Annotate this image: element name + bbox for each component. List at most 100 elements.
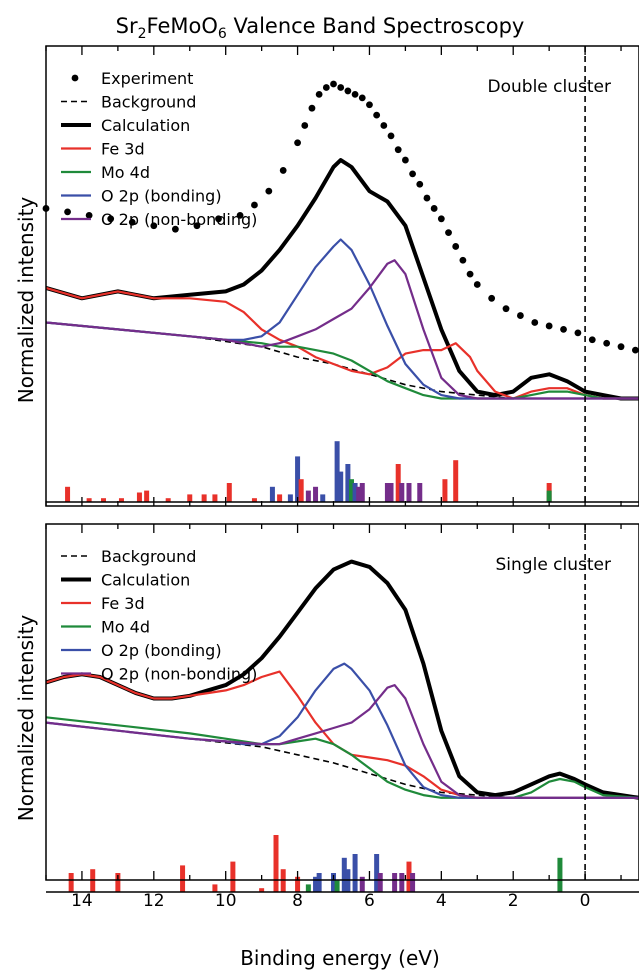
experiment-point xyxy=(128,218,136,226)
experiment-point xyxy=(488,294,496,302)
experiment-point xyxy=(452,243,460,250)
stick-fe3d xyxy=(65,486,71,502)
stick-o2p_bonding xyxy=(345,464,351,502)
figure-title: Sr2FeMoO6 Valence Band Spectroscopy xyxy=(116,14,525,42)
double-cluster-panel: Double cluster Experiment Background Calcul… xyxy=(42,45,639,507)
series-calculation-line xyxy=(45,158,639,401)
experiment-point xyxy=(617,343,625,351)
stick-mo4d xyxy=(305,884,311,892)
experiment-point xyxy=(459,256,467,264)
panel-annotation: Single cluster xyxy=(496,555,611,575)
stick-fe3d xyxy=(453,460,459,502)
experiment-point xyxy=(265,187,273,195)
stick-mo4d xyxy=(557,857,563,892)
stick-o2p_nonbonding xyxy=(410,873,416,892)
stick-fe3d xyxy=(395,464,401,502)
series-mo4d-line xyxy=(45,321,639,400)
experiment-point xyxy=(574,329,582,337)
legend-label-background: Background xyxy=(101,547,196,566)
stick-o2p_bonding xyxy=(316,873,322,892)
experiment-point xyxy=(171,225,179,233)
experiment-point xyxy=(301,122,309,129)
stick-o2p_bonding xyxy=(295,456,301,502)
stick-fe3d xyxy=(165,498,171,502)
stick-fe3d xyxy=(230,861,236,892)
experiment-point xyxy=(466,270,474,278)
experiment-point xyxy=(445,229,452,237)
x-tick-label: 2 xyxy=(508,891,519,911)
x-tick-label: 0 xyxy=(580,891,591,911)
experiment-point xyxy=(308,104,316,112)
legend-label-o2p_nonbonding: O 2p (non-bonding) xyxy=(101,665,257,684)
stick-o2p_bonding xyxy=(338,471,344,502)
stick-o2p_bonding xyxy=(320,494,326,502)
stick-o2p_nonbonding xyxy=(392,873,398,892)
experiment-point xyxy=(150,222,158,230)
experiment-point xyxy=(215,215,222,223)
stick-fe3d xyxy=(277,494,283,502)
stick-o2p_bonding xyxy=(269,486,275,502)
stick-mo4d xyxy=(334,880,340,892)
stick-fe3d xyxy=(136,492,142,502)
stick-fe3d xyxy=(442,479,448,502)
stick-o2p_nonbonding xyxy=(359,876,365,892)
legend-label-o2p_nonbonding: O 2p (non-bonding) xyxy=(101,210,257,229)
experiment-point xyxy=(423,194,431,202)
stick-o2p_bonding xyxy=(352,854,358,892)
experiment-point xyxy=(517,312,524,319)
experiment-point xyxy=(315,90,323,98)
experiment-point xyxy=(330,80,337,88)
stick-fe3d xyxy=(212,884,218,892)
experiment-point xyxy=(409,170,416,178)
stick-o2p_nonbonding xyxy=(399,873,405,892)
experiment-point xyxy=(193,222,201,230)
stick-fe3d xyxy=(101,498,107,502)
experiment-point xyxy=(322,84,330,91)
legend-label-o2p_bonding: O 2p (bonding) xyxy=(101,187,222,206)
legend-label-mo4d: Mo 4d xyxy=(101,163,150,182)
stick-fe3d xyxy=(298,479,304,502)
stick-fe3d xyxy=(295,876,301,892)
stick-o2p_nonbonding xyxy=(305,490,311,502)
axes-frame xyxy=(45,523,639,881)
experiment-point xyxy=(107,215,115,223)
stick-fe3d xyxy=(226,483,232,502)
y-axis-label-top: Normalized intensity xyxy=(14,197,38,404)
stick-o2p_bonding xyxy=(352,483,358,502)
x-tick-label: 12 xyxy=(143,891,165,911)
experiment-point xyxy=(502,305,510,313)
x-tick-label: 10 xyxy=(215,891,237,911)
legend-label-experiment: Experiment xyxy=(101,69,193,88)
stick-mo4d xyxy=(348,479,354,502)
panel-annotation: Double cluster xyxy=(488,77,611,97)
experiment-point xyxy=(473,281,481,288)
stick-fe3d xyxy=(180,865,186,892)
experiment-point xyxy=(344,87,352,95)
legend-label-o2p_bonding: O 2p (bonding) xyxy=(101,641,222,660)
stick-o2p_nonbonding xyxy=(359,483,365,502)
experiment-point xyxy=(236,211,244,219)
stick-o2p_bonding xyxy=(341,857,347,892)
stick-fe3d xyxy=(212,494,218,502)
x-axis-label: Binding energy (eV) xyxy=(240,946,440,970)
experiment-point xyxy=(380,122,388,129)
series-o2p_nonbonding-line xyxy=(45,259,639,400)
stick-fe3d xyxy=(251,498,257,502)
legend-label-calculation: Calculation xyxy=(101,571,190,590)
legend-label-fe3d: Fe 3d xyxy=(101,594,145,613)
experiment-point xyxy=(430,205,438,212)
stick-o2p_nonbonding xyxy=(313,486,319,502)
experiment-point xyxy=(531,319,539,326)
stick-o2p_nonbonding xyxy=(399,483,405,502)
experiment-point xyxy=(437,215,445,223)
experiment-point xyxy=(337,84,345,91)
stick-o2p_bonding xyxy=(287,494,293,502)
experiment-point xyxy=(373,111,381,119)
legend-label-background: Background xyxy=(101,93,196,112)
series-o2p_nonbonding-line xyxy=(45,684,639,799)
y-axis-label-bottom: Normalized intensity xyxy=(14,615,38,822)
experiment-point xyxy=(545,322,553,330)
stick-fe3d xyxy=(86,498,92,502)
x-tick-label: 8 xyxy=(292,891,303,911)
